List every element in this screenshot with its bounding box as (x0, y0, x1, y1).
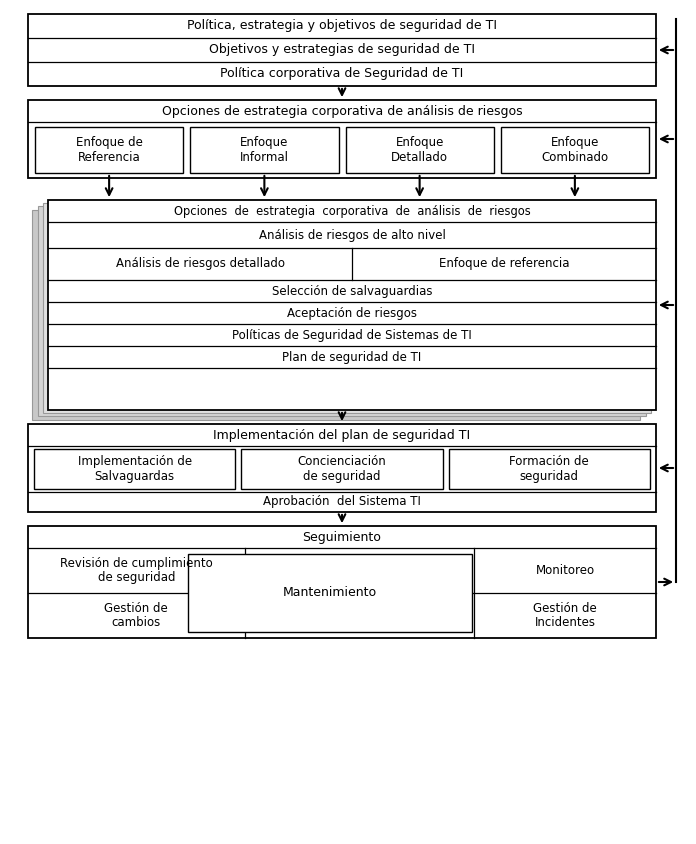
Bar (242, 449, 443, 489)
Text: Aprobación  del Sistema TI: Aprobación del Sistema TI (263, 495, 421, 508)
Text: Políticas de Seguridad de Sistemas de TI: Políticas de Seguridad de Sistemas de TI (232, 328, 472, 342)
Bar (28, 14, 656, 86)
Text: Opciones  de  estrategia  corporativa  de  análisis  de  riesgos: Opciones de estrategia corporativa de an… (173, 204, 530, 218)
Text: Enfoque
Informal: Enfoque Informal (240, 136, 289, 164)
Text: Enfoque de referencia: Enfoque de referencia (438, 257, 569, 270)
Bar (34, 449, 235, 489)
Text: Objetivos y estrategias de seguridad de TI: Objetivos y estrategias de seguridad de … (209, 44, 475, 57)
Text: Enfoque
Detallado: Enfoque Detallado (391, 136, 448, 164)
Bar (48, 200, 656, 410)
Bar (38, 206, 646, 416)
Text: Gestión de
cambios: Gestión de cambios (104, 602, 168, 630)
Text: Selección de salvaguardias: Selección de salvaguardias (271, 284, 432, 297)
Bar (500, 127, 649, 173)
Text: Opciones de estrategia corporativa de análisis de riesgos: Opciones de estrategia corporativa de an… (161, 105, 522, 117)
Bar (28, 526, 656, 638)
Text: Enfoque
Combinado: Enfoque Combinado (541, 136, 608, 164)
Text: Mantenimiento: Mantenimiento (283, 587, 377, 599)
Bar (188, 554, 472, 632)
Bar (449, 449, 650, 489)
Bar (190, 127, 338, 173)
Text: Implementación del plan de seguridad TI: Implementación del plan de seguridad TI (214, 429, 470, 441)
Text: Monitoreo: Monitoreo (535, 564, 594, 577)
Text: Plan de seguridad de TI: Plan de seguridad de TI (283, 350, 422, 364)
Text: Política corporativa de Seguridad de TI: Política corporativa de Seguridad de TI (221, 68, 464, 80)
Bar (35, 127, 183, 173)
Text: Análisis de riesgos detallado: Análisis de riesgos detallado (116, 257, 285, 270)
Text: Enfoque de
Referencia: Enfoque de Referencia (76, 136, 143, 164)
Text: Política, estrategia y objetivos de seguridad de TI: Política, estrategia y objetivos de segu… (187, 19, 497, 33)
Bar (43, 203, 651, 413)
Bar (28, 100, 656, 178)
Text: Formación de
seguridad: Formación de seguridad (509, 455, 590, 483)
Bar (345, 127, 493, 173)
Text: Implementación de
Salvaguardas: Implementación de Salvaguardas (78, 455, 191, 483)
Text: Análisis de riesgos de alto nivel: Análisis de riesgos de alto nivel (258, 229, 445, 241)
Text: Gestión de
Incidentes: Gestión de Incidentes (533, 602, 596, 630)
Text: Seguimiento: Seguimiento (303, 531, 381, 544)
Bar (28, 424, 656, 512)
Text: Concienciación
de seguridad: Concienciación de seguridad (298, 455, 386, 483)
Bar (32, 210, 640, 420)
Text: Revisión de cumplimiento
de seguridad: Revisión de cumplimiento de seguridad (60, 556, 213, 585)
Text: Aceptación de riesgos: Aceptación de riesgos (287, 306, 417, 320)
